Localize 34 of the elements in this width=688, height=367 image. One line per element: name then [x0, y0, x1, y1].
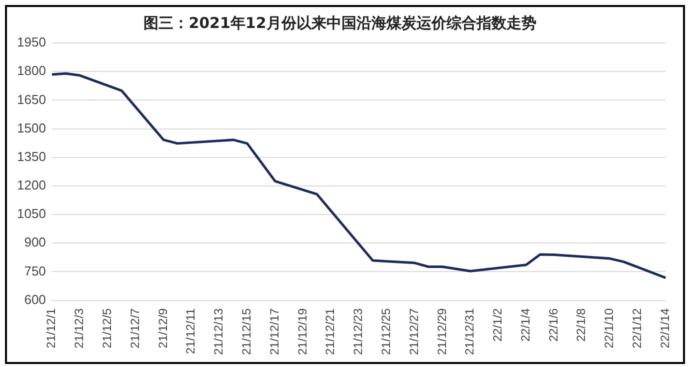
y-tick-label: 750 — [24, 263, 46, 278]
x-tick-label: 22/1/6 — [546, 308, 560, 342]
x-tick-label: 21/12/5 — [100, 308, 114, 348]
y-tick-label: 1500 — [17, 120, 46, 136]
y-tick-label: 1650 — [17, 92, 46, 107]
x-tick-label: 22/1/8 — [574, 308, 588, 342]
x-tick-label: 21/12/27 — [406, 308, 421, 356]
x-tick-label: 21/12/29 — [434, 308, 449, 356]
x-tick-label: 22/1/14 — [658, 308, 672, 348]
y-tick-label: 1050 — [17, 206, 46, 222]
x-tick-label: 22/1/10 — [602, 308, 616, 348]
x-tick-label: 21/12/13 — [212, 308, 226, 356]
y-tick-label: 600 — [24, 292, 46, 307]
x-tick-label: 21/12/7 — [128, 308, 142, 348]
x-tick-label: 22/1/2 — [490, 308, 505, 342]
y-tick-label: 900 — [24, 234, 46, 250]
x-tick-label: 21/12/23 — [351, 308, 366, 356]
x-tick-label: 21/12/11 — [184, 308, 198, 354]
x-tick-label: 21/12/31 — [462, 308, 477, 356]
x-tick-label: 21/12/9 — [156, 308, 170, 348]
x-tick-label: 22/1/12 — [630, 308, 644, 348]
y-tick-label: 1200 — [17, 178, 46, 193]
y-tick-label: 1800 — [17, 63, 46, 78]
x-tick-label: 21/12/19 — [295, 308, 310, 356]
y-tick-label: 1950 — [17, 34, 46, 50]
chart-title: 图三：2021年12月份以来中国沿海煤炭运价综合指数走势 — [144, 14, 536, 32]
x-tick-label: 21/12/1 — [44, 308, 58, 348]
x-tick-label: 21/12/15 — [239, 308, 254, 356]
y-tick-label: 1350 — [17, 148, 46, 164]
x-tick-label: 21/12/3 — [72, 308, 86, 348]
x-tick-label: 22/1/4 — [518, 308, 532, 342]
x-tick-label: 21/12/17 — [267, 308, 282, 356]
x-tick-label: 21/12/25 — [378, 308, 393, 356]
x-tick-label: 21/12/21 — [323, 308, 338, 356]
